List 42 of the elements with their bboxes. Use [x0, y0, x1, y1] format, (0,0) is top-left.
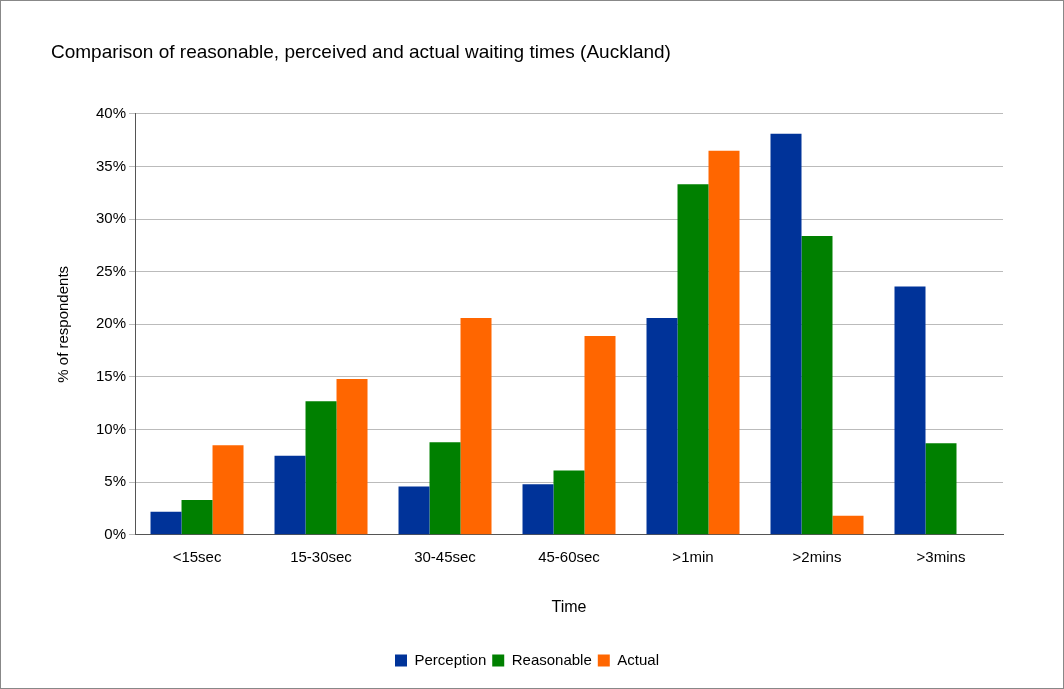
y-axis-title: % of respondents: [54, 265, 72, 383]
bar: [584, 335, 616, 535]
y-tick-label: 35%: [95, 156, 127, 174]
bar: [925, 443, 957, 535]
bar: [646, 317, 678, 535]
bar: [212, 445, 244, 535]
x-tick-label: >3mins: [916, 547, 966, 565]
x-tick-label: >2mins: [792, 547, 842, 565]
bar: [677, 184, 709, 535]
x-tick-label: 15-30sec: [290, 547, 353, 565]
y-tick-label: 25%: [95, 261, 127, 279]
bar: [801, 235, 833, 535]
bar: [832, 515, 864, 535]
legend-label: Reasonable: [511, 650, 592, 668]
y-tick-label: 40%: [95, 103, 127, 121]
chart-title: Comparison of reasonable, perceived and actual waiting times (Auckland): [51, 40, 671, 62]
y-tick-label: 20%: [95, 314, 127, 332]
y-tick-label: 30%: [95, 209, 127, 227]
bar: [305, 401, 337, 535]
y-tick-label: 10%: [95, 419, 127, 437]
bar: [553, 470, 585, 535]
bar: [522, 484, 554, 535]
x-tick-label: 30-45sec: [414, 547, 477, 565]
bar: [770, 133, 802, 535]
bar: [336, 379, 368, 535]
x-axis-title: Time: [551, 597, 587, 615]
bar: [460, 317, 492, 535]
bar: [150, 511, 182, 535]
x-tick-label: <15sec: [172, 547, 222, 565]
x-tick-label: 45-60sec: [538, 547, 601, 565]
bar: [181, 500, 213, 535]
bar: [708, 150, 740, 535]
legend-label: Perception: [414, 650, 487, 668]
bar: [894, 286, 926, 535]
bar: [274, 455, 306, 535]
y-tick-label: 15%: [95, 367, 127, 385]
bar: [429, 442, 461, 535]
x-tick-label: >1min: [672, 547, 714, 565]
bar: [398, 486, 430, 535]
y-tick-label: 5%: [104, 472, 127, 490]
legend-label: Actual: [617, 650, 659, 668]
y-tick-label: 0%: [104, 524, 127, 542]
